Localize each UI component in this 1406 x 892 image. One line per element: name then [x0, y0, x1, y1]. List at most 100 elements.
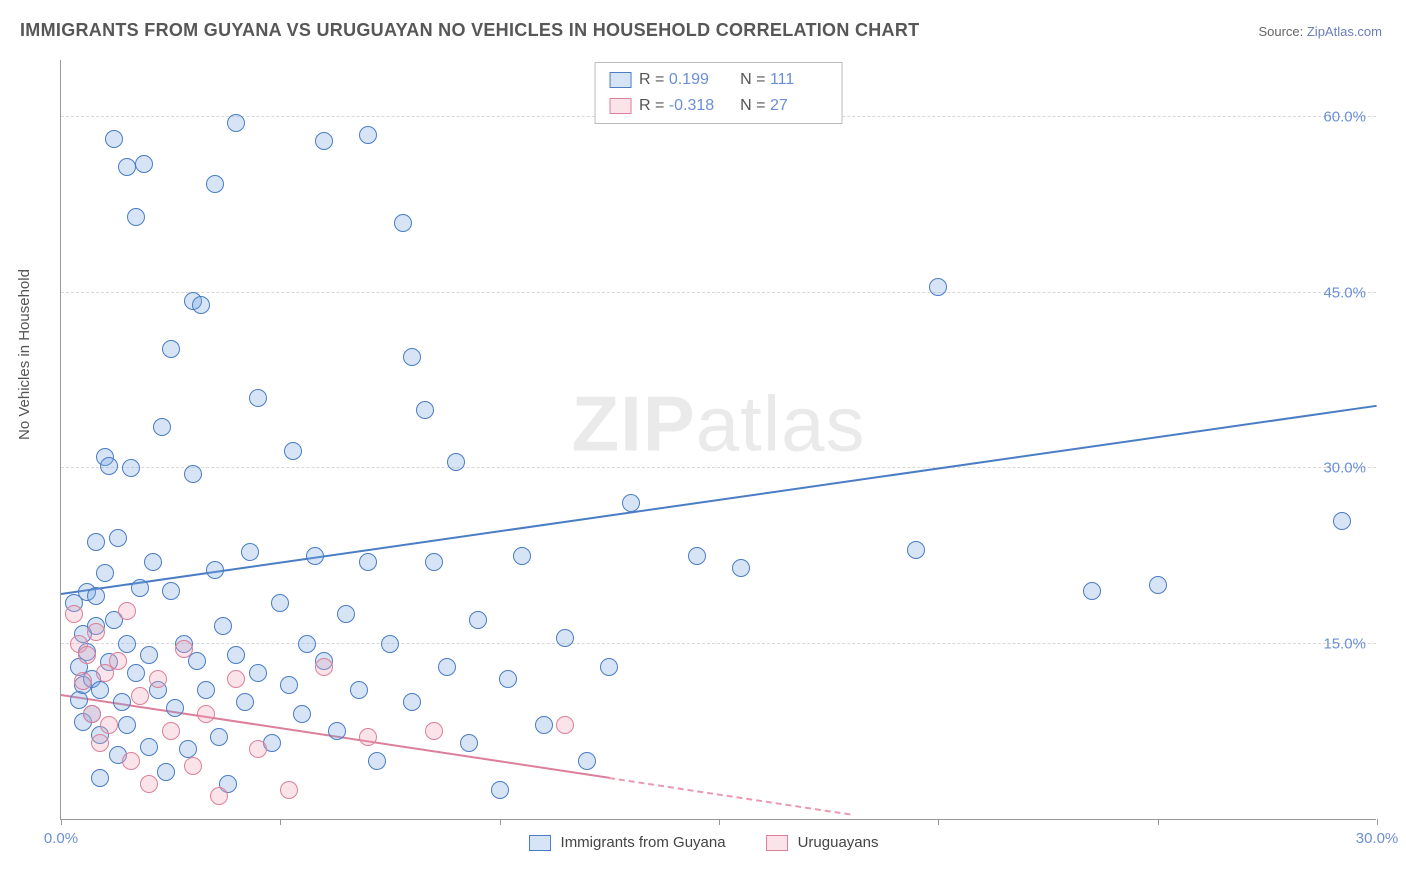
data-point — [1333, 512, 1351, 530]
source-prefix: Source: — [1258, 24, 1306, 39]
data-point — [513, 547, 531, 565]
data-point — [127, 664, 145, 682]
data-point — [118, 158, 136, 176]
data-point — [491, 781, 509, 799]
data-point — [315, 658, 333, 676]
x-tick-label: 30.0% — [1356, 830, 1399, 847]
data-point — [100, 457, 118, 475]
data-point — [1149, 576, 1167, 594]
data-point — [535, 716, 553, 734]
data-point — [131, 687, 149, 705]
x-tick — [719, 819, 720, 825]
data-point — [280, 676, 298, 694]
plot-area: ZIPatlas 15.0%30.0%45.0%60.0%0.0%30.0%R … — [60, 60, 1376, 820]
data-point — [109, 529, 127, 547]
data-point — [249, 389, 267, 407]
data-point — [175, 640, 193, 658]
data-point — [91, 734, 109, 752]
legend-label: Immigrants from Guyana — [561, 834, 726, 851]
data-point — [118, 716, 136, 734]
data-point — [127, 208, 145, 226]
y-tick-label: 15.0% — [1323, 635, 1366, 652]
y-tick-label: 30.0% — [1323, 460, 1366, 477]
data-point — [83, 705, 101, 723]
x-tick-label: 0.0% — [44, 830, 78, 847]
x-tick — [1158, 819, 1159, 825]
y-axis-label: No Vehicles in Household — [16, 269, 33, 440]
stats-legend-row: R = -0.318 N = 27 — [609, 93, 828, 119]
data-point — [447, 453, 465, 471]
data-point — [241, 543, 259, 561]
data-point — [109, 652, 127, 670]
data-point — [350, 681, 368, 699]
data-point — [91, 681, 109, 699]
data-point — [162, 340, 180, 358]
regression-line-dashed — [609, 777, 851, 815]
data-point — [184, 465, 202, 483]
data-point — [227, 646, 245, 664]
legend-swatch — [609, 72, 631, 88]
data-point — [74, 672, 92, 690]
gridline-h — [61, 292, 1376, 293]
data-point — [293, 705, 311, 723]
series-legend: Immigrants from GuyanaUruguayans — [529, 834, 909, 851]
data-point — [929, 278, 947, 296]
x-tick — [1377, 819, 1378, 825]
data-point — [113, 693, 131, 711]
gridline-h — [61, 643, 1376, 644]
data-point — [394, 214, 412, 232]
stats-legend-text: R = 0.199 N = 111 — [639, 67, 828, 93]
data-point — [162, 722, 180, 740]
stats-legend-text: R = -0.318 N = 27 — [639, 93, 828, 119]
data-point — [153, 418, 171, 436]
data-point — [368, 752, 386, 770]
y-tick-label: 45.0% — [1323, 284, 1366, 301]
data-point — [131, 579, 149, 597]
data-point — [65, 605, 83, 623]
data-point — [157, 763, 175, 781]
x-tick — [280, 819, 281, 825]
legend-swatch — [609, 98, 631, 114]
data-point — [280, 781, 298, 799]
watermark: ZIPatlas — [571, 379, 865, 470]
data-point — [197, 681, 215, 699]
data-point — [306, 547, 324, 565]
data-point — [135, 155, 153, 173]
data-point — [359, 126, 377, 144]
data-point — [149, 670, 167, 688]
stats-legend-row: R = 0.199 N = 111 — [609, 67, 828, 93]
data-point — [214, 617, 232, 635]
data-point — [227, 114, 245, 132]
data-point — [688, 547, 706, 565]
data-point — [249, 740, 267, 758]
data-point — [284, 442, 302, 460]
data-point — [192, 296, 210, 314]
data-point — [381, 635, 399, 653]
data-point — [271, 594, 289, 612]
legend-swatch — [529, 835, 551, 851]
data-point — [140, 646, 158, 664]
data-point — [118, 635, 136, 653]
data-point — [206, 561, 224, 579]
x-tick — [61, 819, 62, 825]
chart-container: IMMIGRANTS FROM GUYANA VS URUGUAYAN NO V… — [0, 0, 1406, 892]
data-point — [184, 757, 202, 775]
data-point — [403, 348, 421, 366]
data-point — [315, 132, 333, 150]
data-point — [556, 716, 574, 734]
data-point — [438, 658, 456, 676]
data-point — [78, 646, 96, 664]
stats-legend: R = 0.199 N = 111R = -0.318 N = 27 — [594, 62, 843, 124]
data-point — [425, 553, 443, 571]
data-point — [469, 611, 487, 629]
watermark-light: atlas — [696, 380, 866, 468]
source-link[interactable]: ZipAtlas.com — [1307, 24, 1382, 39]
data-point — [197, 705, 215, 723]
data-point — [122, 459, 140, 477]
regression-line — [61, 404, 1377, 594]
data-point — [499, 670, 517, 688]
data-point — [206, 175, 224, 193]
legend-swatch — [766, 835, 788, 851]
data-point — [425, 722, 443, 740]
data-point — [140, 738, 158, 756]
